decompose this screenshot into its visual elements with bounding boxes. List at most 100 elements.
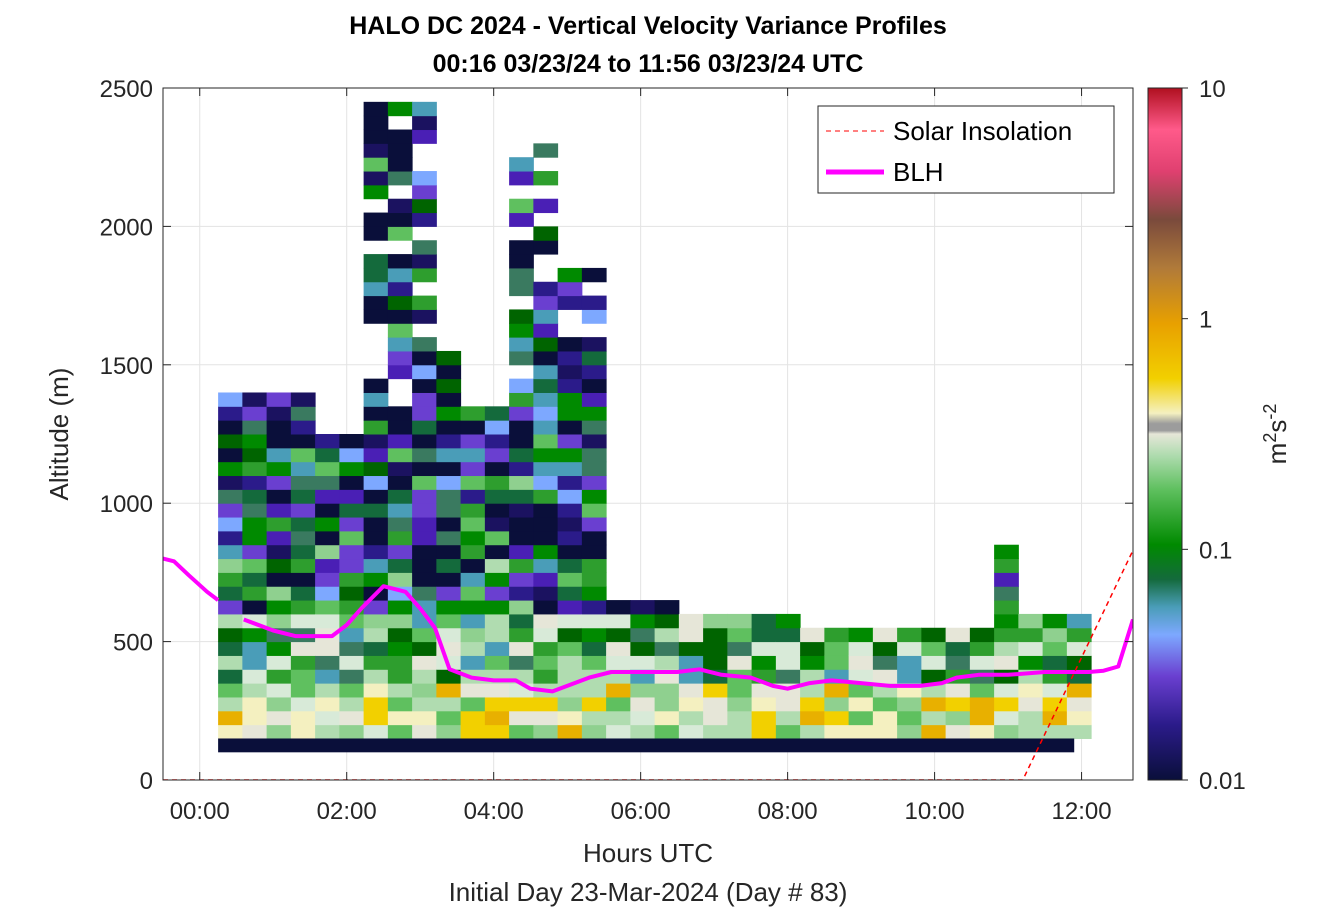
heatmap-cell xyxy=(266,613,292,629)
heatmap-cell xyxy=(460,586,486,601)
y-tick-label: 500 xyxy=(113,630,153,657)
heatmap-cell xyxy=(460,600,486,615)
heatmap-cell xyxy=(945,710,971,726)
heatmap-cell xyxy=(218,517,243,532)
x-axis-label: Hours UTC xyxy=(583,838,713,868)
heatmap-cell xyxy=(387,503,413,518)
heatmap-cell xyxy=(290,420,316,435)
heatmap-cell xyxy=(315,544,340,560)
heatmap-cell xyxy=(678,655,704,670)
heatmap-cell xyxy=(1042,641,1068,656)
heatmap-cell xyxy=(242,572,268,587)
heatmap-cell xyxy=(727,710,753,726)
heatmap-cell xyxy=(266,392,292,407)
heatmap-cell xyxy=(509,337,534,352)
heatmap-cell xyxy=(872,627,898,643)
heatmap-cell xyxy=(339,627,365,643)
heatmap-cell xyxy=(315,558,340,573)
heatmap-cell xyxy=(751,641,777,656)
heatmap-cell xyxy=(848,683,874,698)
heatmap-cell xyxy=(436,613,462,629)
heatmap-cell xyxy=(363,572,389,587)
heatmap-cell xyxy=(654,600,680,615)
heatmap-cell xyxy=(897,627,922,643)
heatmap-cell xyxy=(484,586,510,601)
heatmap-cell xyxy=(436,392,462,407)
heatmap-cell xyxy=(339,724,365,739)
heatmap-cell xyxy=(678,710,704,726)
heatmap-cell xyxy=(339,558,365,573)
heatmap-cell xyxy=(412,212,437,227)
heatmap-cell xyxy=(460,475,486,490)
heatmap-cell xyxy=(775,627,801,643)
heatmap-cell xyxy=(533,143,559,158)
heatmap-cell xyxy=(630,641,656,656)
heatmap-cell xyxy=(606,600,631,615)
heatmap-cell xyxy=(460,683,486,698)
heatmap-cell xyxy=(290,406,316,421)
heatmap-cell xyxy=(533,447,559,463)
heatmap-cell xyxy=(654,641,680,656)
heatmap-cell xyxy=(315,461,340,477)
heatmap-cell xyxy=(581,295,607,310)
heatmap-cell xyxy=(412,364,437,380)
heatmap-cell xyxy=(484,447,510,463)
heatmap-cell xyxy=(363,143,389,158)
legend-label-solar-insolation: Solar Insolation xyxy=(893,116,1072,146)
heatmap-cell xyxy=(581,572,607,587)
heatmap-cell xyxy=(387,420,413,435)
heatmap-cell xyxy=(484,613,510,629)
heatmap-cell xyxy=(290,655,316,670)
heatmap-cell xyxy=(315,503,340,518)
heatmap-cell xyxy=(994,558,1019,573)
heatmap-cell xyxy=(339,475,365,490)
heatmap-cell xyxy=(412,696,437,712)
x-tick-label: 10:00 xyxy=(905,798,965,825)
heatmap-cell xyxy=(218,572,243,587)
heatmap-cell xyxy=(242,600,268,615)
heatmap-cell xyxy=(315,683,340,698)
heatmap-cell xyxy=(557,641,583,656)
heatmap-cell xyxy=(436,420,462,435)
heatmap-cell xyxy=(872,710,898,726)
heatmap-cell xyxy=(509,434,534,449)
heatmap-cell xyxy=(533,406,559,421)
heatmap-cell xyxy=(800,627,825,643)
heatmap-cell xyxy=(533,613,559,629)
heatmap-cell xyxy=(218,434,243,449)
heatmap-cell xyxy=(436,572,462,587)
heatmap-cell xyxy=(994,696,1019,712)
heatmap-cell xyxy=(630,710,656,726)
heatmap-cell xyxy=(509,613,534,629)
heatmap-cell xyxy=(290,517,316,532)
heatmap-cell xyxy=(509,641,534,656)
heatmap-cell xyxy=(290,558,316,573)
heatmap-cell xyxy=(533,378,559,393)
heatmap-cell xyxy=(218,406,243,421)
heatmap-cell xyxy=(363,101,389,117)
heatmap-cell xyxy=(315,613,340,629)
heatmap-cell xyxy=(339,669,365,684)
heatmap-cell xyxy=(339,447,365,463)
heatmap-cell xyxy=(242,710,268,726)
heatmap-cell xyxy=(533,461,559,477)
heatmap-cell xyxy=(387,434,413,449)
heatmap-cell xyxy=(242,434,268,449)
heatmap-cell xyxy=(363,281,389,297)
legend: Solar Insolation BLH xyxy=(817,105,1115,194)
heatmap-cell xyxy=(436,364,462,380)
heatmap-cell xyxy=(436,461,462,477)
heatmap-cell xyxy=(290,461,316,477)
heatmap-cell xyxy=(897,669,922,684)
heatmap-cell xyxy=(678,613,704,629)
heatmap-cell xyxy=(969,655,995,670)
heatmap-cell xyxy=(557,544,583,560)
heatmap-cell xyxy=(945,683,971,698)
heatmap-cell xyxy=(339,655,365,670)
heatmap-cell xyxy=(363,696,389,712)
heatmap-cell xyxy=(557,669,583,684)
heatmap-cell xyxy=(436,544,462,560)
heatmap-cell xyxy=(387,323,413,338)
heatmap-cell xyxy=(872,641,898,656)
heatmap-cell xyxy=(824,627,850,643)
